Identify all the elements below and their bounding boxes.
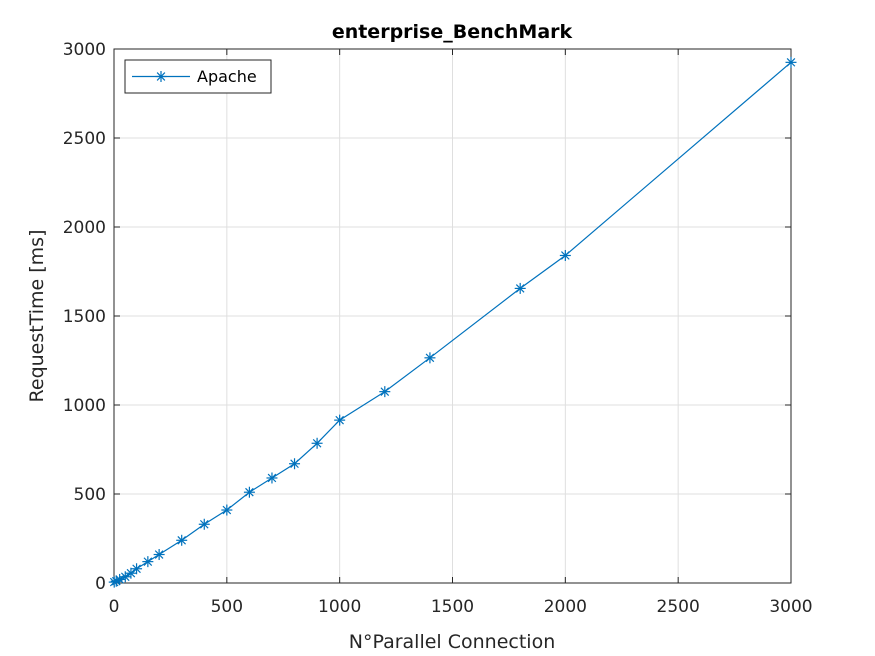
legend: Apache (124, 59, 272, 94)
x-axis-label: N°Parallel Connection (349, 631, 556, 653)
chart-title: enterprise_BenchMark (332, 21, 573, 43)
data-point (379, 386, 391, 398)
data-point (176, 534, 188, 546)
x-tick-label: 1500 (431, 597, 474, 617)
legend-marker (155, 71, 167, 82)
data-point (119, 571, 131, 583)
y-axis-label: RequestTime [ms] (26, 230, 48, 403)
x-tick-label: 2000 (544, 597, 587, 617)
data-point (514, 282, 526, 294)
data-point (131, 563, 143, 575)
y-tick-label: 1000 (63, 396, 106, 416)
y-tick-label: 2500 (63, 129, 106, 149)
x-tick-label: 1000 (318, 597, 361, 617)
data-point (142, 556, 154, 568)
data-point (289, 458, 301, 470)
y-tick-label: 3000 (63, 40, 106, 60)
data-point (221, 504, 233, 516)
series-layer (108, 56, 797, 588)
x-tick-label: 2500 (657, 597, 700, 617)
x-tick-label: 3000 (769, 597, 812, 617)
legend-box (124, 59, 272, 94)
data-point (424, 352, 436, 364)
data-point (243, 486, 255, 498)
y-tick-label: 2000 (63, 218, 106, 238)
data-point (785, 56, 797, 68)
y-tick-label: 500 (74, 485, 106, 505)
data-point (153, 549, 165, 561)
data-point (125, 567, 137, 579)
legend-label-apache: Apache (197, 67, 257, 86)
data-point (334, 414, 346, 426)
axis-ticks: 0 500 1000 1500 2000 2500 3000 0 500 1000 1500 2000… (63, 40, 813, 617)
data-point (559, 249, 571, 261)
data-point (311, 437, 323, 449)
data-point (198, 518, 210, 530)
data-point (266, 472, 278, 484)
x-tick-label: 500 (211, 597, 243, 617)
x-tick-label: 0 (109, 597, 120, 617)
y-tick-label: 0 (95, 574, 106, 594)
y-tick-label: 1500 (63, 307, 106, 327)
